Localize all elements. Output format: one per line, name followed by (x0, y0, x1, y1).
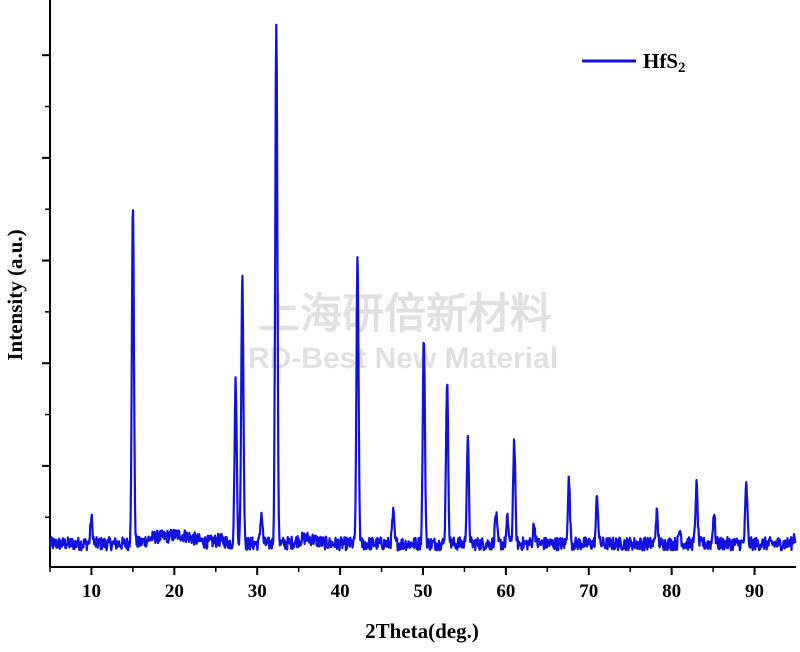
x-tick-label: 30 (248, 581, 267, 602)
x-tick-label: 80 (662, 581, 681, 602)
x-axis-ticks (49, 567, 756, 575)
legend: HfS2 (582, 49, 686, 76)
y-axis-ticks (42, 54, 50, 518)
watermark: 上海研倍新材料 RD-Best New Material (248, 289, 558, 375)
legend-label-main: HfS (643, 49, 678, 73)
x-axis-tick-labels: 10 20 30 40 50 60 70 80 90 (82, 581, 764, 602)
x-axis-title: 2Theta(deg.) (365, 619, 479, 643)
y-axis-title: Intensity (a.u.) (3, 229, 27, 360)
x-tick-label: 20 (165, 581, 184, 602)
series-line-hfs2 (48, 23, 797, 552)
x-tick-label: 90 (745, 581, 764, 602)
watermark-en: RD-Best New Material (248, 342, 558, 375)
legend-label: HfS2 (643, 49, 686, 76)
x-tick-label: 10 (82, 581, 101, 602)
x-tick-label: 50 (414, 581, 433, 602)
x-tick-label: 40 (331, 581, 350, 602)
legend-label-subscript: 2 (678, 60, 686, 76)
x-tick-label: 70 (579, 581, 598, 602)
watermark-cn: 上海研倍新材料 (258, 289, 552, 338)
x-tick-label: 60 (496, 581, 515, 602)
